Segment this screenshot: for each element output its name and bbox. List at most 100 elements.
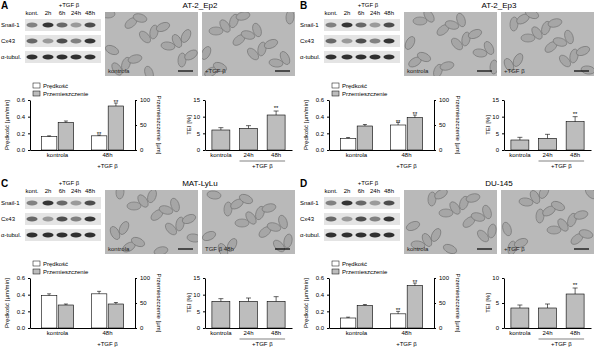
axis-line: [330, 328, 435, 329]
cell: [153, 245, 169, 254]
tick: 24h: [243, 330, 253, 336]
micrograph: [105, 12, 198, 76]
tick: kontrola: [47, 152, 69, 158]
tick: 0.6: [17, 97, 30, 103]
tick: 48h: [401, 330, 411, 336]
significance: **: [413, 279, 418, 285]
tick: 15: [193, 97, 205, 103]
tick-mark: [434, 303, 436, 304]
tick-mark: [28, 150, 30, 151]
blot-strip: [25, 213, 101, 225]
blot-band: [342, 201, 353, 206]
blot-band: [384, 201, 395, 206]
tick: 0: [197, 325, 205, 331]
bar: [407, 118, 422, 151]
axis: 0.00.20.40.6: [17, 275, 31, 331]
chart: 0.00.20.40.6050100kontrola48h+TGF βPrędk…: [4, 83, 162, 169]
bar: [91, 136, 106, 150]
cell: [261, 202, 277, 213]
axis-line: [505, 328, 592, 329]
scale-bar: [477, 70, 492, 71]
tick: 0.6: [316, 97, 329, 103]
tick-label: 48h: [401, 330, 411, 336]
protein-label: α-tubul.: [1, 54, 21, 60]
cell: [511, 52, 525, 68]
bar: [41, 137, 56, 150]
blot-band: [356, 39, 367, 44]
blot-band: [370, 23, 381, 28]
panel-title: AT-2_Ep2: [183, 1, 219, 10]
blot-band: [57, 55, 68, 60]
tick-mark: [28, 311, 30, 312]
cell: [277, 214, 289, 230]
tick-mark: [327, 295, 329, 296]
bar: [566, 294, 584, 328]
bar: [91, 294, 106, 328]
tick-label: kontrola: [210, 330, 232, 336]
tick-mark: [28, 133, 30, 134]
plot-area: [41, 291, 123, 328]
micrograph: [202, 12, 295, 76]
cell: [116, 190, 125, 199]
tick-label: 100: [439, 275, 450, 281]
error-bar: [346, 137, 350, 139]
cell: [143, 65, 155, 76]
error-bar: [545, 304, 550, 308]
tick: kontrola: [210, 330, 232, 336]
lane-label: 2h: [45, 188, 52, 194]
tick: 5: [496, 300, 504, 306]
axis: 051015: [193, 97, 205, 153]
cell: [547, 17, 563, 28]
tick-label: 0.2: [17, 131, 26, 137]
protein-label: Snail-1: [300, 22, 319, 28]
legend-label: Przemieszczenie: [43, 91, 89, 97]
tick-mark: [203, 133, 205, 134]
tick: 48h: [401, 152, 411, 158]
cell: [130, 235, 146, 248]
tick-label: 24h: [243, 330, 253, 336]
tick-label: 10: [492, 114, 499, 120]
cell: [187, 233, 198, 243]
tick: 0.4: [17, 292, 30, 298]
significance: **: [274, 105, 279, 111]
blot-strip: [25, 197, 101, 209]
legend-swatch: [33, 83, 40, 88]
axis-line: [329, 101, 330, 151]
tick: kontrola: [509, 152, 531, 158]
lane-label: 6h: [358, 10, 365, 16]
y-axis-title: TEI [%]: [485, 293, 491, 313]
blot-band: [27, 23, 38, 28]
blot-band: [384, 55, 395, 60]
micrograph: [105, 190, 198, 254]
tick: 0.0: [316, 147, 329, 153]
tick-label: 0.2: [17, 309, 26, 315]
chart: 051015kontrola24h48h+TGF βTEI [%]**: [186, 97, 293, 169]
tick-mark: [135, 303, 137, 304]
tick: 50: [434, 122, 446, 128]
error-bar: [218, 128, 223, 130]
cell: [547, 226, 561, 234]
tick: 24h: [542, 330, 552, 336]
tick-label: 0.0: [316, 325, 325, 331]
significance: **: [97, 131, 102, 137]
group-bracket: [240, 339, 286, 340]
tick-label: 15: [193, 97, 200, 103]
blot-band: [71, 217, 82, 222]
tick: 0.4: [316, 114, 329, 120]
blot-band: [326, 55, 337, 60]
plot-area: [340, 115, 422, 150]
lane-label: kont.: [25, 188, 38, 194]
protein-label: Cx43: [300, 216, 315, 222]
group-bracket: [539, 339, 585, 340]
blot-band: [326, 217, 337, 222]
bar: [108, 304, 123, 328]
image-label: +TGF β: [205, 68, 226, 74]
significance: **: [396, 119, 401, 125]
tick-label: kontrola: [509, 330, 531, 336]
axis-line: [504, 279, 505, 329]
axis: 0.00.20.40.6: [316, 97, 330, 153]
axis-line: [135, 101, 136, 151]
panel: Bkont.+TGF β2h6h24h48hSnail-1Cx43α-tubul…: [300, 0, 595, 79]
tick-mark: [327, 328, 329, 329]
chart: 0.00.20.40.6050100kontrola48h+TGF βPrędk…: [303, 83, 461, 169]
